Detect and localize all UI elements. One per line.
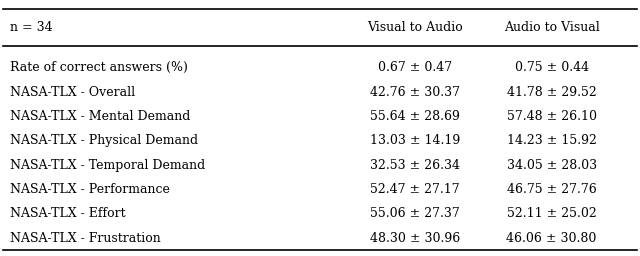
Text: 42.76 ± 30.37: 42.76 ± 30.37 — [370, 86, 460, 99]
Text: n = 34: n = 34 — [10, 21, 52, 34]
Text: 55.64 ± 28.69: 55.64 ± 28.69 — [370, 110, 460, 123]
Text: 48.30 ± 30.96: 48.30 ± 30.96 — [369, 232, 460, 244]
Text: NASA-TLX - Frustration: NASA-TLX - Frustration — [10, 232, 161, 244]
Text: NASA-TLX - Temporal Demand: NASA-TLX - Temporal Demand — [10, 159, 205, 172]
Text: Rate of correct answers (%): Rate of correct answers (%) — [10, 61, 188, 74]
Text: NASA-TLX - Physical Demand: NASA-TLX - Physical Demand — [10, 134, 198, 147]
Text: 32.53 ± 26.34: 32.53 ± 26.34 — [370, 159, 460, 172]
Text: 52.11 ± 25.02: 52.11 ± 25.02 — [507, 207, 596, 220]
Text: Visual to Audio: Visual to Audio — [367, 21, 463, 34]
Text: 55.06 ± 27.37: 55.06 ± 27.37 — [370, 207, 460, 220]
Text: 0.67 ± 0.47: 0.67 ± 0.47 — [378, 61, 452, 74]
Text: 14.23 ± 15.92: 14.23 ± 15.92 — [507, 134, 596, 147]
Text: 13.03 ± 14.19: 13.03 ± 14.19 — [369, 134, 460, 147]
Text: 0.75 ± 0.44: 0.75 ± 0.44 — [515, 61, 589, 74]
Text: 52.47 ± 27.17: 52.47 ± 27.17 — [370, 183, 460, 196]
Text: NASA-TLX - Performance: NASA-TLX - Performance — [10, 183, 170, 196]
Text: NASA-TLX - Mental Demand: NASA-TLX - Mental Demand — [10, 110, 190, 123]
Text: NASA-TLX - Overall: NASA-TLX - Overall — [10, 86, 135, 99]
Text: Audio to Visual: Audio to Visual — [504, 21, 600, 34]
Text: NASA-TLX - Effort: NASA-TLX - Effort — [10, 207, 125, 220]
Text: 46.06 ± 30.80: 46.06 ± 30.80 — [506, 232, 597, 244]
Text: 57.48 ± 26.10: 57.48 ± 26.10 — [507, 110, 596, 123]
Text: 34.05 ± 28.03: 34.05 ± 28.03 — [507, 159, 596, 172]
Text: 46.75 ± 27.76: 46.75 ± 27.76 — [507, 183, 596, 196]
Text: 41.78 ± 29.52: 41.78 ± 29.52 — [507, 86, 596, 99]
